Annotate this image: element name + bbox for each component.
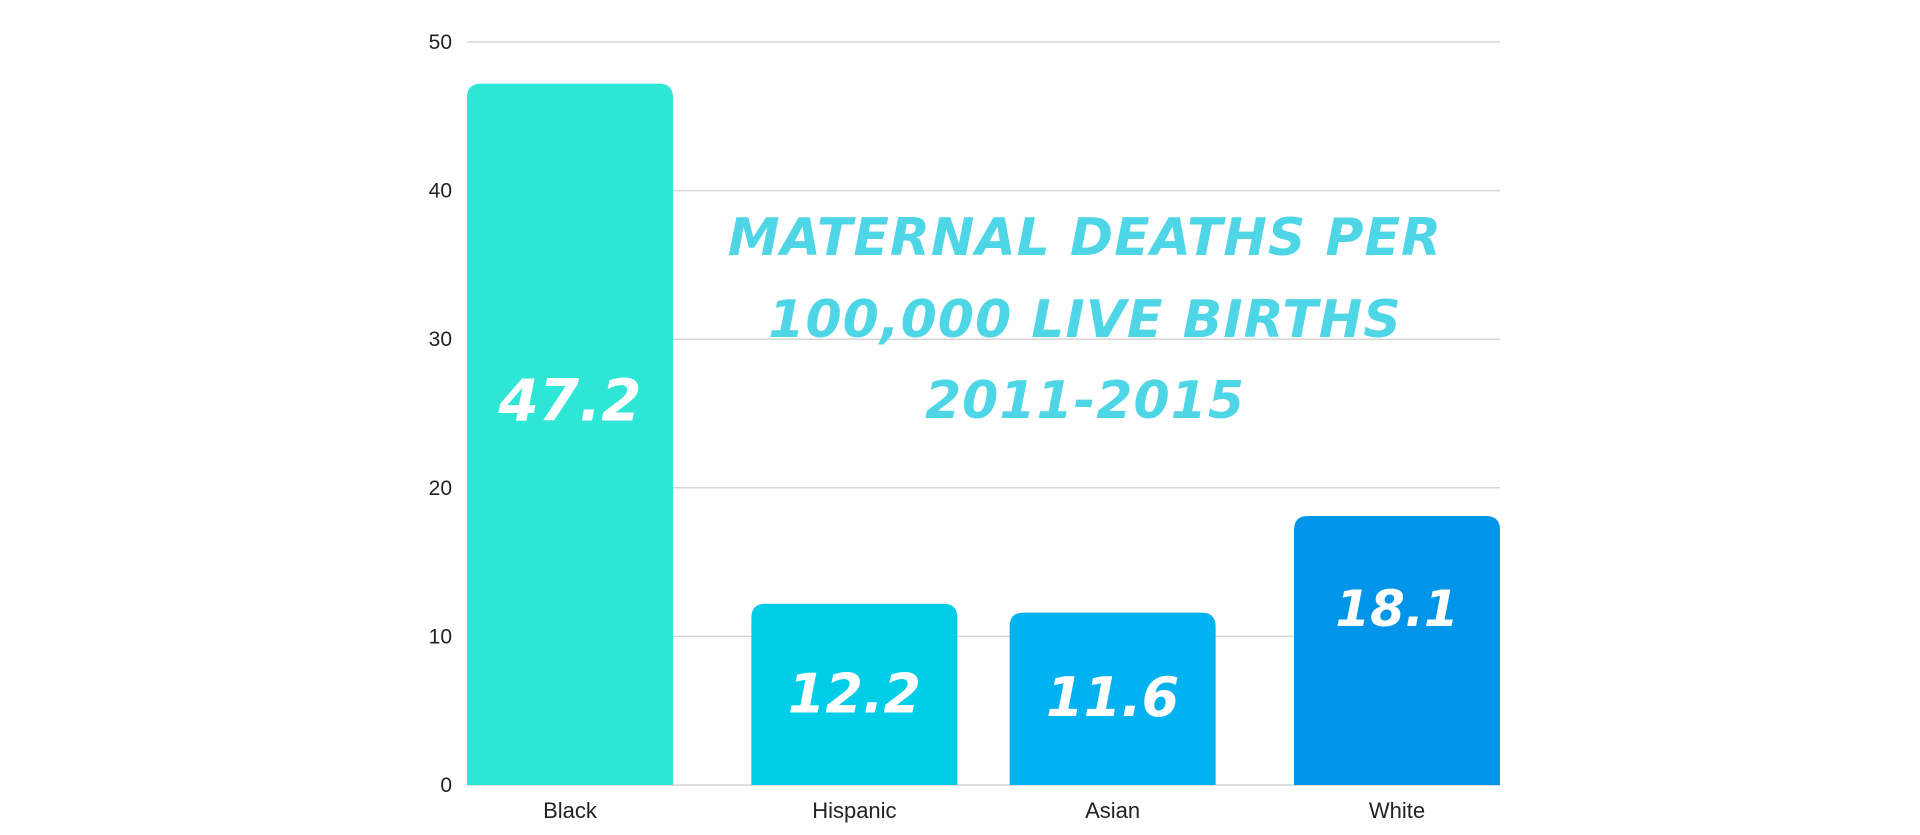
x-axis-labels: Black Hispanic Asian White (543, 798, 1425, 823)
chart-title-line-2: 100,000 LIVE BIRTHS (768, 290, 1401, 350)
bar-black (467, 83, 673, 785)
chart-title-line-3: 2011-2015 (925, 371, 1245, 431)
bar-white (1294, 516, 1500, 785)
value-labels: 47.2 12.2 11.6 18.1 (497, 366, 1458, 729)
y-tick-label: 40 (429, 180, 452, 203)
y-tick-label: 50 (429, 31, 452, 54)
data-label: 12.2 (788, 662, 921, 725)
y-axis-ticks: 0 10 20 30 40 50 (429, 31, 452, 797)
bars (467, 83, 1500, 785)
data-label: 47.2 (497, 366, 641, 434)
y-tick-label: 20 (429, 477, 452, 500)
data-label: 11.6 (1046, 666, 1179, 729)
chart-title: MATERNAL DEATHS PER 100,000 LIVE BIRTHS … (728, 208, 1442, 431)
x-category-label: Hispanic (812, 798, 896, 823)
x-category-label: Asian (1085, 798, 1140, 823)
chart-title-line-1: MATERNAL DEATHS PER (728, 208, 1442, 268)
bar-asian (1009, 612, 1216, 785)
bar-hispanic (751, 603, 958, 785)
x-category-label: Black (543, 798, 598, 823)
y-tick-label: 0 (440, 774, 452, 797)
y-tick-label: 10 (429, 625, 452, 648)
y-tick-label: 30 (429, 328, 452, 351)
x-category-label: White (1369, 798, 1425, 823)
data-label: 18.1 (1335, 580, 1458, 638)
